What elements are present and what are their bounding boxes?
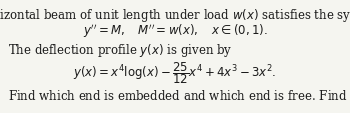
Text: $y(x) = x^4 \log(x) - \dfrac{25}{12}x^4 + 4x^3 - 3x^2.$: $y(x) = x^4 \log(x) - \dfrac{25}{12}x^4 … xyxy=(73,59,277,85)
Text: The deflection profile $y(x)$ is given by: The deflection profile $y(x)$ is given b… xyxy=(8,42,232,59)
Text: A horizontal beam of unit length under load $w(x)$ satisfies the system:: A horizontal beam of unit length under l… xyxy=(0,7,350,24)
Text: $y'' = M, \quad M'' = w(x), \quad x \in (0, 1).$: $y'' = M, \quad M'' = w(x), \quad x \in … xyxy=(83,23,267,40)
Text: Find which end is embedded and which end is free. Find the load $w(x)$.: Find which end is embedded and which end… xyxy=(8,87,350,102)
